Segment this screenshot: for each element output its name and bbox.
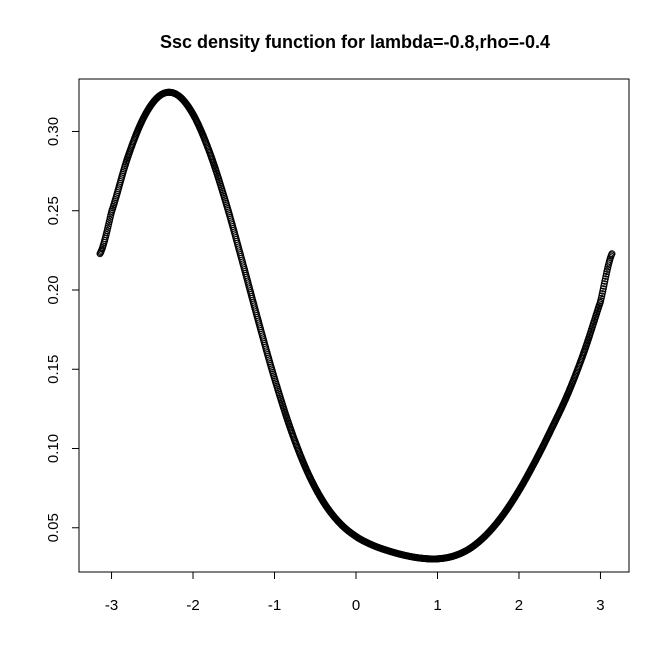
data-point xyxy=(599,285,607,293)
x-tick-label: -3 xyxy=(105,597,118,614)
data-point xyxy=(600,282,608,290)
x-tick-label: -2 xyxy=(186,597,199,614)
x-tick-label: 1 xyxy=(433,597,441,614)
y-tick-label: 0.05 xyxy=(45,513,62,542)
x-tick-label: 2 xyxy=(515,597,523,614)
data-point xyxy=(601,277,609,285)
x-axis: -3 -2 -1 0 1 2 3 xyxy=(105,571,605,614)
y-tick-label: 0.30 xyxy=(45,117,62,146)
y-tick-label: 0.25 xyxy=(45,196,62,225)
chart-title: Ssc density function for lambda=-0.8,rho… xyxy=(160,32,550,52)
y-axis: 0.05 0.10 0.15 0.20 0.25 0.30 xyxy=(45,117,80,542)
plot-area-border xyxy=(78,78,630,573)
x-tick-label: 0 xyxy=(352,597,360,614)
y-tick-label: 0.10 xyxy=(45,434,62,463)
x-tick-label: 3 xyxy=(596,597,604,614)
data-point xyxy=(600,280,608,288)
y-tick-label: 0.15 xyxy=(45,355,62,384)
x-tick-label: -1 xyxy=(268,597,281,614)
y-tick-label: 0.20 xyxy=(45,275,62,304)
data-point xyxy=(608,250,616,258)
data-series xyxy=(96,88,616,563)
